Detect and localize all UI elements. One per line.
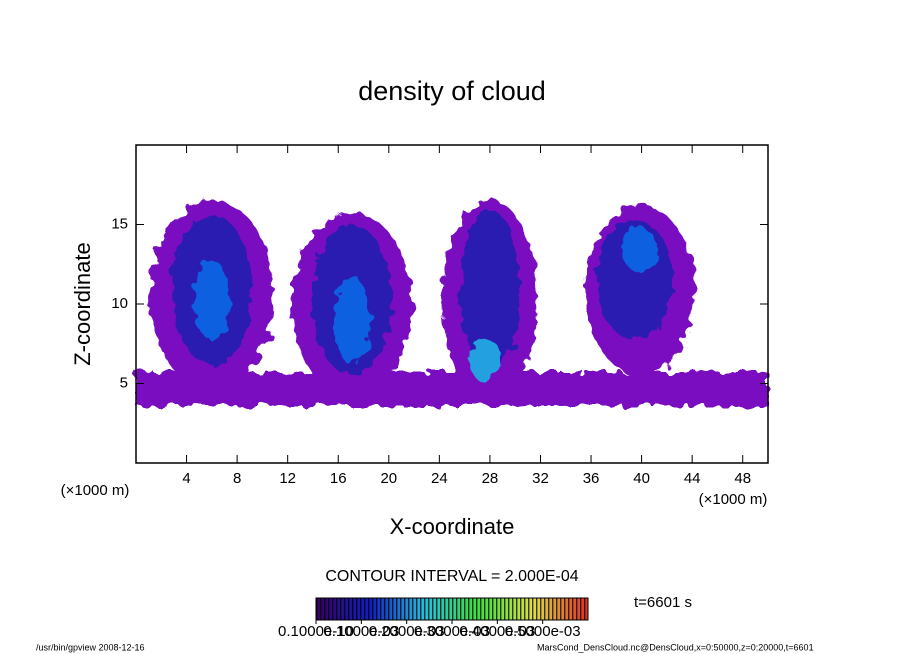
- x-tick-label: 8: [233, 470, 241, 487]
- x-tick-label: 12: [279, 470, 296, 487]
- footer-left: /usr/bin/gpview 2008-12-16: [36, 642, 145, 652]
- x-tick-label: 40: [633, 470, 650, 487]
- y-tick-label: 10: [111, 295, 128, 312]
- x-axis-label: X-coordinate: [390, 514, 515, 539]
- colorbar-tick-label: 0.3000e-03: [414, 623, 490, 640]
- colorbar-tick-label: 0.5000e-03: [505, 623, 581, 640]
- time-label: t=6601 s: [634, 594, 692, 611]
- colorbar-frame: [315, 597, 589, 621]
- x-tick-label: 28: [482, 470, 499, 487]
- x-tick-label: 16: [330, 470, 347, 487]
- x-unit: (×1000 m): [61, 482, 130, 499]
- colorbar-tick-label: 0.1000e-03: [323, 623, 399, 640]
- colorbar-tick-label: 0.1000e-10: [278, 623, 354, 640]
- colorbar-ticks: 0.1000e-100.1000e-030.2000e-030.3000e-03…: [278, 620, 581, 640]
- cloud-field: [136, 200, 768, 406]
- y-tick-label: 15: [111, 215, 128, 232]
- colorbar-tick-label: 0.2000e-03: [369, 623, 445, 640]
- y-tick-label: 5: [120, 374, 128, 391]
- x-tick-label: 20: [380, 470, 397, 487]
- x-unit-right: (×1000 m): [699, 491, 768, 508]
- x-tick-label: 48: [734, 470, 751, 487]
- contour-interval: CONTOUR INTERVAL = 2.000E-04: [325, 568, 578, 585]
- x-tick-label: 44: [684, 470, 701, 487]
- x-tick-label: 36: [583, 470, 600, 487]
- x-tick-label: 32: [532, 470, 549, 487]
- x-tick-label: 24: [431, 470, 448, 487]
- footer-right: MarsCond_DensCloud.nc@DensCloud,x=0:5000…: [537, 642, 814, 652]
- chart-title: density of cloud: [358, 76, 546, 106]
- colorbar-tick-label: 0.4000e-03: [459, 623, 535, 640]
- y-axis-label: Z-coordinate: [70, 242, 95, 366]
- x-tick-label: 4: [182, 470, 190, 487]
